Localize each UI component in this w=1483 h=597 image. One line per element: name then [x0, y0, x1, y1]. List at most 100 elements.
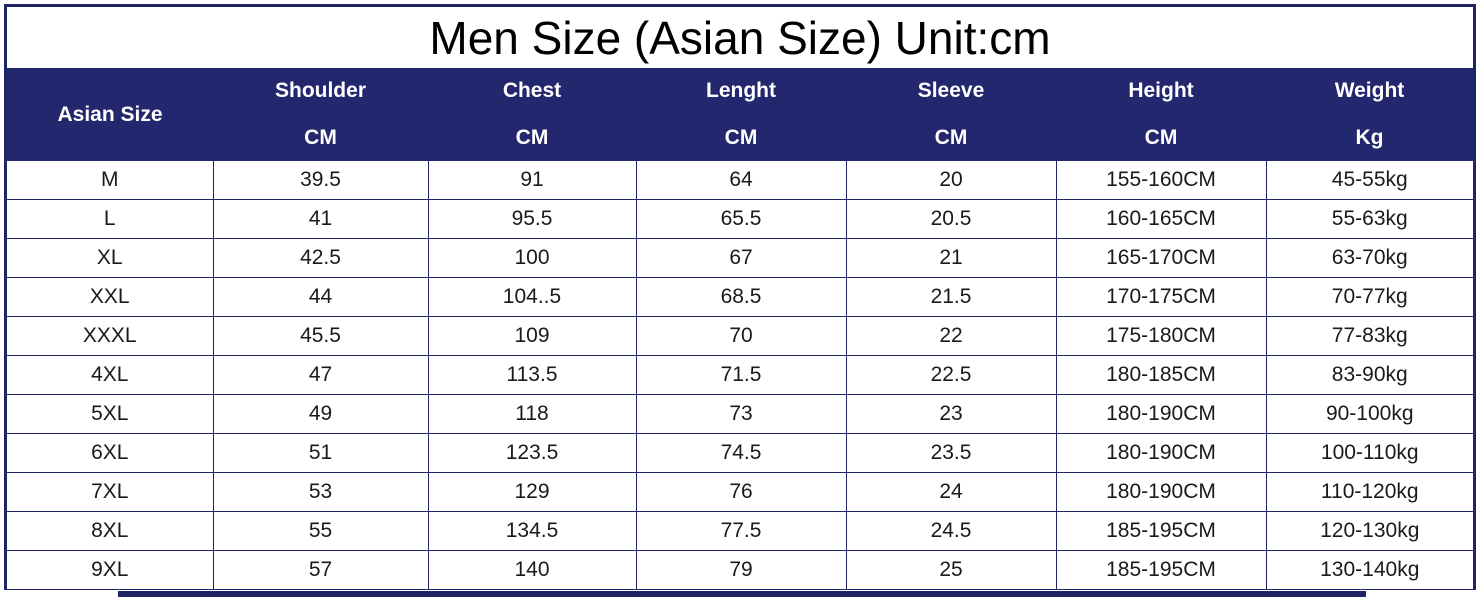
height-cell: 165-170CM [1055, 238, 1267, 278]
length-cell: 64 [635, 161, 847, 200]
chest-cell: 134.5 [427, 511, 637, 551]
chest-cell: 129 [427, 472, 637, 512]
length-cell: 77.5 [635, 511, 847, 551]
size-cell: 8XL [7, 511, 214, 551]
height-cell: 180-190CM [1055, 472, 1267, 512]
height-cell: 160-165CM [1055, 199, 1267, 239]
header-weight: Weight [1266, 68, 1473, 114]
sleeve-cell: 20 [845, 161, 1057, 200]
size-cell: 9XL [7, 550, 214, 590]
chest-cell: 95.5 [427, 199, 637, 239]
chest-cell: 140 [427, 550, 637, 590]
chest-cell: 113.5 [427, 355, 637, 395]
shoulder-cell: 51 [212, 433, 429, 473]
size-cell: M [7, 161, 214, 200]
height-cell: 155-160CM [1055, 161, 1267, 200]
weight-cell: 55-63kg [1265, 199, 1473, 239]
table-body: M 39.5 91 64 20 155-160CM 45-55kg L 41 9… [7, 161, 1473, 590]
header-chest-unit: CM [428, 114, 636, 161]
table-header: Asian Size Shoulder Chest Lenght Sleeve … [7, 68, 1473, 161]
shoulder-cell: 57 [212, 550, 429, 590]
length-cell: 67 [635, 238, 847, 278]
weight-cell: 90-100kg [1265, 394, 1473, 434]
shoulder-cell: 44 [212, 277, 429, 317]
chest-cell: 100 [427, 238, 637, 278]
length-cell: 70 [635, 316, 847, 356]
shoulder-cell: 47 [212, 355, 429, 395]
table-row: XL 42.5 100 67 21 165-170CM 63-70kg [7, 238, 1473, 278]
chart-title: Men Size (Asian Size) Unit:cm [429, 11, 1051, 64]
table-row: L 41 95.5 65.5 20.5 160-165CM 55-63kg [7, 199, 1473, 239]
size-cell: 4XL [7, 355, 214, 395]
sleeve-cell: 21.5 [845, 277, 1057, 317]
shoulder-cell: 49 [212, 394, 429, 434]
sleeve-cell: 24 [845, 472, 1057, 512]
height-cell: 185-195CM [1055, 550, 1267, 590]
shoulder-cell: 53 [212, 472, 429, 512]
table-row: 4XL 47 113.5 71.5 22.5 180-185CM 83-90kg [7, 355, 1473, 395]
length-cell: 68.5 [635, 277, 847, 317]
chest-cell: 118 [427, 394, 637, 434]
table-row: 7XL 53 129 76 24 180-190CM 110-120kg [7, 472, 1473, 512]
weight-cell: 110-120kg [1265, 472, 1473, 512]
header-chest: Chest [428, 68, 636, 114]
shoulder-cell: 41 [212, 199, 429, 239]
header-sleeve: Sleeve [846, 68, 1056, 114]
shoulder-cell: 55 [212, 511, 429, 551]
table-row: M 39.5 91 64 20 155-160CM 45-55kg [7, 161, 1473, 200]
height-cell: 185-195CM [1055, 511, 1267, 551]
size-cell: L [7, 199, 214, 239]
size-cell: 7XL [7, 472, 214, 512]
height-cell: 180-190CM [1055, 394, 1267, 434]
height-cell: 180-185CM [1055, 355, 1267, 395]
shoulder-cell: 42.5 [212, 238, 429, 278]
table-row: 9XL 57 140 79 25 185-195CM 130-140kg [7, 550, 1473, 590]
table-row: XXXL 45.5 109 70 22 175-180CM 77-83kg [7, 316, 1473, 356]
sleeve-cell: 24.5 [845, 511, 1057, 551]
header-length: Lenght [636, 68, 846, 114]
size-cell: XXXL [7, 316, 214, 356]
sleeve-cell: 22 [845, 316, 1057, 356]
weight-cell: 120-130kg [1265, 511, 1473, 551]
size-table: Asian Size Shoulder Chest Lenght Sleeve … [7, 68, 1473, 590]
table-row: 6XL 51 123.5 74.5 23.5 180-190CM 100-110… [7, 433, 1473, 473]
header-length-unit: CM [636, 114, 846, 161]
sleeve-cell: 23.5 [845, 433, 1057, 473]
length-cell: 79 [635, 550, 847, 590]
weight-cell: 45-55kg [1265, 161, 1473, 200]
shoulder-cell: 39.5 [212, 161, 429, 200]
table-row: XXL 44 104..5 68.5 21.5 170-175CM 70-77k… [7, 277, 1473, 317]
table-row: 8XL 55 134.5 77.5 24.5 185-195CM 120-130… [7, 511, 1473, 551]
weight-cell: 100-110kg [1265, 433, 1473, 473]
header-shoulder-unit: CM [213, 114, 428, 161]
bottom-border-bar [118, 591, 1366, 597]
sleeve-cell: 22.5 [845, 355, 1057, 395]
chest-cell: 104..5 [427, 277, 637, 317]
chest-cell: 123.5 [427, 433, 637, 473]
sleeve-cell: 21 [845, 238, 1057, 278]
sleeve-cell: 25 [845, 550, 1057, 590]
size-cell: XXL [7, 277, 214, 317]
length-cell: 65.5 [635, 199, 847, 239]
weight-cell: 130-140kg [1265, 550, 1473, 590]
size-cell: XL [7, 238, 214, 278]
header-weight-unit: Kg [1266, 114, 1473, 161]
height-cell: 175-180CM [1055, 316, 1267, 356]
sleeve-cell: 20.5 [845, 199, 1057, 239]
height-cell: 180-190CM [1055, 433, 1267, 473]
header-size-label: Asian Size [7, 68, 213, 161]
header-shoulder: Shoulder [213, 68, 428, 114]
header-height-unit: CM [1056, 114, 1266, 161]
length-cell: 74.5 [635, 433, 847, 473]
header-height: Height [1056, 68, 1266, 114]
chest-cell: 91 [427, 161, 637, 200]
weight-cell: 83-90kg [1265, 355, 1473, 395]
height-cell: 170-175CM [1055, 277, 1267, 317]
length-cell: 71.5 [635, 355, 847, 395]
chest-cell: 109 [427, 316, 637, 356]
weight-cell: 77-83kg [1265, 316, 1473, 356]
table-row: 5XL 49 118 73 23 180-190CM 90-100kg [7, 394, 1473, 434]
length-cell: 76 [635, 472, 847, 512]
sleeve-cell: 23 [845, 394, 1057, 434]
header-sleeve-unit: CM [846, 114, 1056, 161]
